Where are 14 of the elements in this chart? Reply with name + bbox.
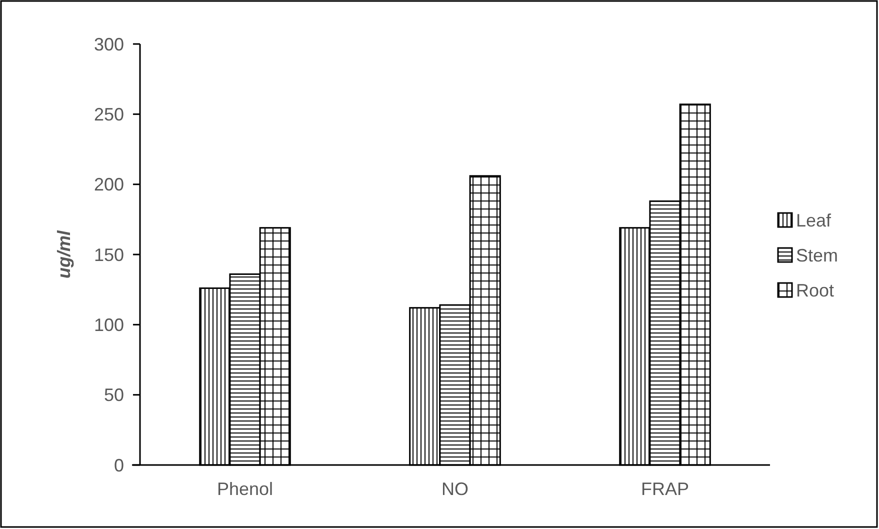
y-tick-label: 100 — [94, 314, 124, 335]
legend-label: Stem — [796, 245, 838, 266]
y-tick-label: 300 — [94, 34, 124, 54]
y-tick-label: 0 — [114, 455, 124, 476]
y-tick-label: 50 — [104, 385, 124, 406]
y-tick-label: 200 — [94, 174, 124, 195]
x-tick-label: FRAP — [640, 479, 690, 499]
x-tick-label: NO — [442, 479, 468, 499]
x-tick-label: Phenol — [216, 479, 274, 499]
y-tick-label: 250 — [94, 104, 124, 124]
legend-label: Leaf — [796, 210, 832, 230]
y-tick-label: 150 — [94, 244, 124, 265]
y-axis-title: ug/ml — [54, 230, 74, 278]
legend-label: Root — [796, 280, 834, 300]
